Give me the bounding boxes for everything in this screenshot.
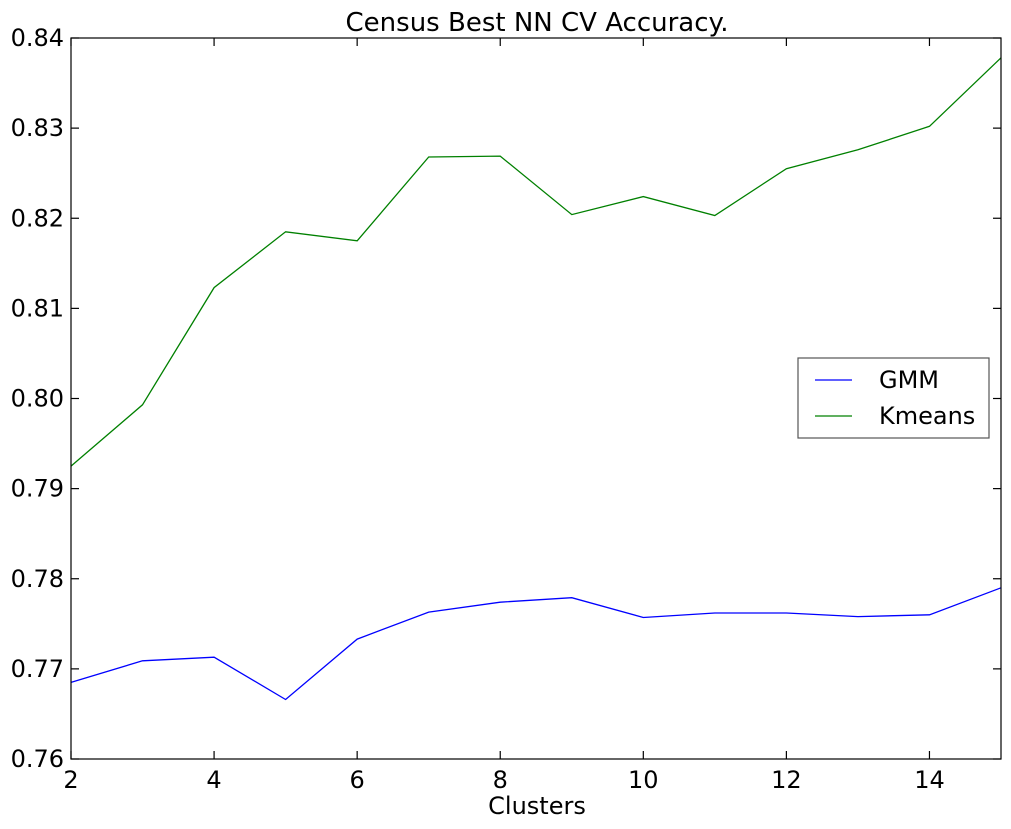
y-tick-label: 0.83 [11,114,64,142]
legend: GMM Kmeans [797,357,990,439]
y-tick-label: 0.77 [11,655,64,683]
x-tick-label: 8 [493,766,508,794]
y-tick-label: 0.84 [11,24,64,52]
y-tick-label: 0.80 [11,385,64,413]
x-tick-label: 2 [63,766,78,794]
series-line-gmm [70,587,1002,701]
x-tick-label: 12 [771,766,802,794]
y-tick-label: 0.78 [11,565,64,593]
x-tick-label: 14 [914,766,945,794]
legend-box [797,357,990,439]
legend-label-gmm: GMM [879,366,939,394]
legend-label-kmeans: Kmeans [879,402,975,430]
y-tick-label: 0.82 [11,204,64,232]
x-axis-label: Clusters [488,792,586,820]
series-line-kmeans [70,57,1002,467]
chart-title: Census Best NN CV Accuracy. [346,8,729,38]
x-tick-label: 10 [628,766,659,794]
y-tick-label: 0.76 [11,745,64,773]
y-tick-label: 0.79 [11,475,64,503]
series-layer [70,57,1002,701]
x-tick-label: 6 [350,766,365,794]
ticks-layer: 2 4 6 8 10 12 14 0.76 0.77 0.78 0.79 0.80 0.81 0.82 0.… [11,24,1001,794]
y-tick-label: 0.81 [11,294,64,322]
x-tick-label: 4 [206,766,221,794]
